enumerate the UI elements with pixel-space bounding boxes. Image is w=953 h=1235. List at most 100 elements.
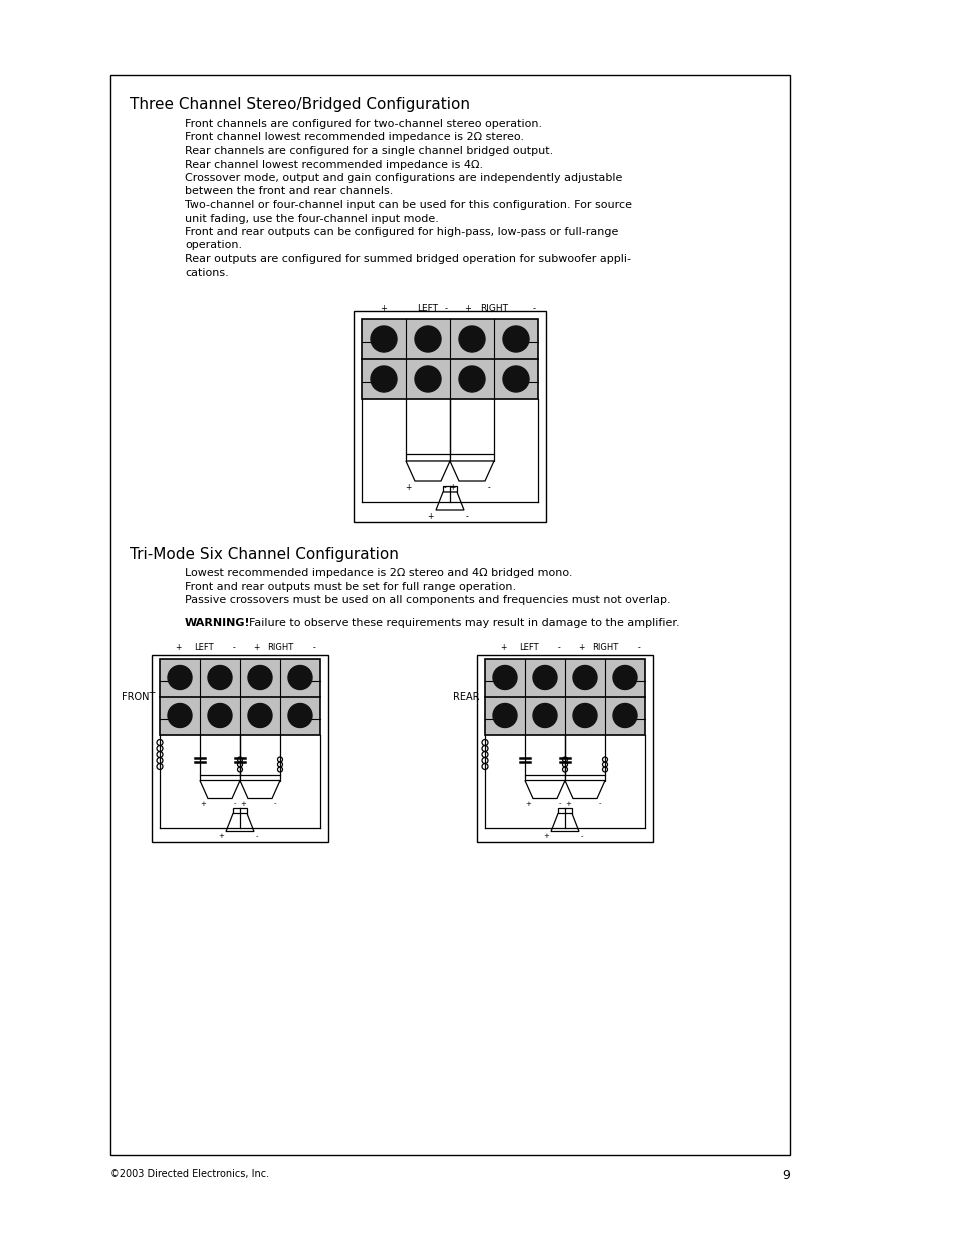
Bar	[484, 658, 644, 735]
Text: -: -	[255, 834, 258, 840]
Circle shape	[248, 704, 272, 727]
Text: RIGHT: RIGHT	[479, 304, 507, 312]
Polygon shape	[226, 814, 253, 831]
Circle shape	[613, 666, 637, 689]
Text: -: -	[558, 800, 561, 806]
Text: +: +	[499, 643, 506, 652]
Text: Two-channel or four-channel input can be used for this configuration. For source: Two-channel or four-channel input can be…	[185, 200, 631, 210]
Bar	[450, 454, 494, 461]
Text: -: -	[558, 643, 559, 652]
Text: Rear channel lowest recommended impedance is 4Ω.: Rear channel lowest recommended impedanc…	[185, 159, 482, 169]
Text: 9: 9	[781, 1170, 789, 1182]
Text: +: +	[564, 800, 571, 806]
Circle shape	[208, 666, 232, 689]
Circle shape	[371, 366, 396, 391]
Text: LEFT: LEFT	[194, 643, 213, 652]
Text: Three Channel Stereo/Bridged Configuration: Three Channel Stereo/Bridged Configurati…	[130, 98, 470, 112]
Text: +: +	[464, 304, 471, 312]
Bar	[240, 774, 280, 781]
Text: Front channel lowest recommended impedance is 2Ω stereo.: Front channel lowest recommended impedan…	[185, 132, 523, 142]
Polygon shape	[524, 781, 564, 799]
Circle shape	[458, 366, 484, 391]
Bar	[361, 319, 537, 399]
Text: Rear outputs are configured for summed bridged operation for subwoofer appli-: Rear outputs are configured for summed b…	[185, 254, 630, 264]
Text: LEFT: LEFT	[417, 304, 438, 312]
Text: +: +	[524, 800, 531, 806]
Circle shape	[458, 326, 484, 352]
Text: Front and rear outputs must be set for full range operation.: Front and rear outputs must be set for f…	[185, 582, 516, 592]
Text: -: -	[233, 800, 236, 806]
Polygon shape	[406, 461, 450, 480]
Circle shape	[493, 666, 517, 689]
Text: -: -	[313, 643, 315, 652]
Polygon shape	[551, 814, 578, 831]
Polygon shape	[200, 781, 240, 799]
Circle shape	[493, 704, 517, 727]
Polygon shape	[436, 492, 463, 510]
Bar	[200, 774, 240, 781]
Text: -: -	[637, 643, 639, 652]
Text: +: +	[542, 834, 548, 840]
Bar	[406, 454, 450, 461]
Circle shape	[415, 366, 440, 391]
Polygon shape	[240, 781, 280, 799]
Text: -: -	[274, 800, 276, 806]
Text: Front channels are configured for two-channel stereo operation.: Front channels are configured for two-ch…	[185, 119, 541, 128]
Bar	[110, 75, 789, 1155]
Circle shape	[502, 366, 529, 391]
Polygon shape	[450, 461, 494, 480]
Text: Tri-Mode Six Channel Configuration: Tri-Mode Six Channel Configuration	[130, 547, 398, 562]
Text: -: -	[233, 643, 235, 652]
Circle shape	[533, 666, 557, 689]
Circle shape	[415, 326, 440, 352]
Circle shape	[533, 704, 557, 727]
Text: LEFT: LEFT	[518, 643, 538, 652]
Text: +: +	[405, 483, 412, 492]
Circle shape	[371, 326, 396, 352]
Text: Failure to observe these requirements may result in damage to the amplifier.: Failure to observe these requirements ma…	[234, 619, 679, 629]
Circle shape	[613, 704, 637, 727]
Text: -: -	[443, 483, 446, 492]
Text: +: +	[200, 800, 206, 806]
Text: Passive crossovers must be used on all components and frequencies must not overl: Passive crossovers must be used on all c…	[185, 595, 670, 605]
Text: -: -	[598, 800, 601, 806]
Circle shape	[168, 704, 192, 727]
Text: Crossover mode, output and gain configurations are independently adjustable: Crossover mode, output and gain configur…	[185, 173, 621, 183]
Text: FRONT: FRONT	[121, 692, 154, 701]
Text: ©2003 Directed Electronics, Inc.: ©2003 Directed Electronics, Inc.	[110, 1170, 269, 1179]
Text: REAR: REAR	[453, 692, 479, 701]
Bar	[233, 808, 247, 814]
Text: Front and rear outputs can be configured for high-pass, low-pass or full-range: Front and rear outputs can be configured…	[185, 227, 618, 237]
Bar	[152, 655, 328, 841]
Circle shape	[208, 704, 232, 727]
Bar	[442, 487, 456, 492]
Text: RIGHT: RIGHT	[591, 643, 618, 652]
Bar	[354, 311, 545, 522]
Circle shape	[288, 666, 312, 689]
Text: +: +	[218, 834, 224, 840]
Bar	[476, 655, 652, 841]
Text: +: +	[174, 643, 181, 652]
Text: operation.: operation.	[185, 241, 242, 251]
Circle shape	[573, 704, 597, 727]
Text: Rear channels are configured for a single channel bridged output.: Rear channels are configured for a singl…	[185, 146, 553, 156]
Circle shape	[168, 666, 192, 689]
Text: unit fading, use the four-channel input mode.: unit fading, use the four-channel input …	[185, 214, 438, 224]
Text: +: +	[449, 483, 456, 492]
Text: Lowest recommended impedance is 2Ω stereo and 4Ω bridged mono.: Lowest recommended impedance is 2Ω stere…	[185, 568, 572, 578]
Text: +: +	[578, 643, 583, 652]
Circle shape	[288, 704, 312, 727]
Bar	[160, 658, 319, 735]
Bar	[564, 774, 604, 781]
Circle shape	[502, 326, 529, 352]
Circle shape	[573, 666, 597, 689]
Text: cations.: cations.	[185, 268, 229, 278]
Text: -: -	[488, 483, 490, 492]
Bar	[558, 808, 572, 814]
Text: -: -	[532, 304, 535, 312]
Polygon shape	[564, 781, 604, 799]
Text: -: -	[444, 304, 447, 312]
Text: +: +	[380, 304, 387, 312]
Text: between the front and rear channels.: between the front and rear channels.	[185, 186, 393, 196]
Text: +: +	[240, 800, 246, 806]
